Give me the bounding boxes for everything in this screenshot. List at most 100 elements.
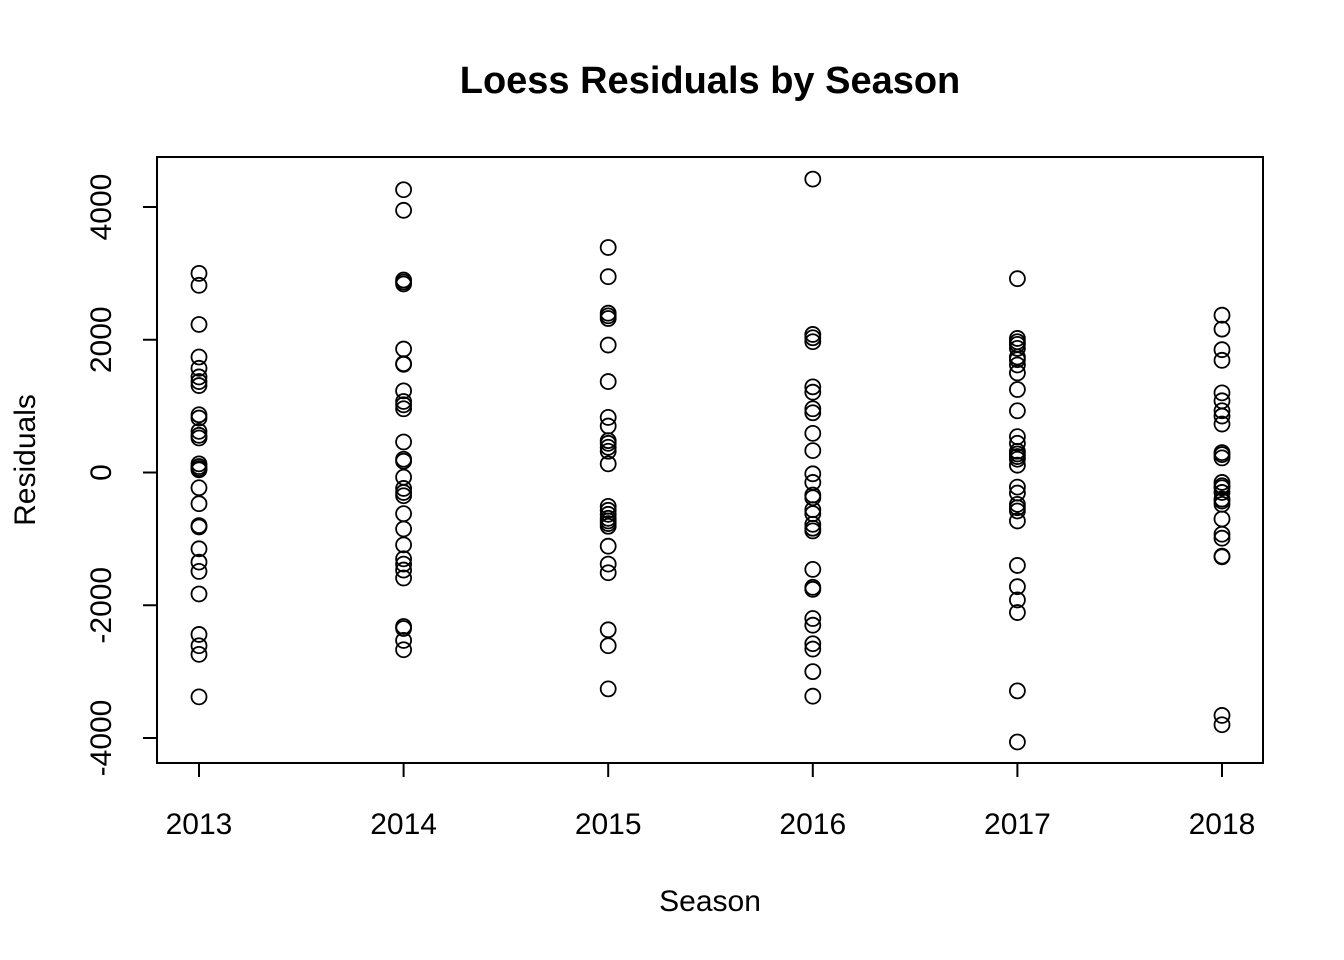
data-point xyxy=(190,553,208,571)
data-point xyxy=(599,268,617,286)
data-point xyxy=(599,517,617,535)
data-point xyxy=(804,663,822,681)
data-point xyxy=(395,505,413,523)
data-point xyxy=(804,465,822,483)
data-point xyxy=(395,480,413,497)
data-point xyxy=(804,640,822,658)
data-point xyxy=(395,641,413,659)
data-point xyxy=(190,377,208,394)
data-point xyxy=(1213,716,1231,734)
plot-frame xyxy=(156,156,1264,764)
x-tick-label: 2015 xyxy=(575,808,642,841)
data-point xyxy=(804,489,822,507)
data-point xyxy=(395,396,413,414)
data-point xyxy=(804,378,822,396)
y-tick-label: 0 xyxy=(85,464,118,481)
data-point xyxy=(1009,682,1026,700)
data-point xyxy=(804,610,822,627)
data-point xyxy=(1213,341,1231,359)
data-point xyxy=(1009,364,1026,382)
data-point xyxy=(190,264,208,282)
data-point xyxy=(190,409,208,427)
data-point xyxy=(190,348,208,366)
data-point xyxy=(190,316,208,333)
data-point xyxy=(804,635,822,653)
data-point xyxy=(395,355,413,373)
data-point xyxy=(1213,407,1231,425)
data-point xyxy=(804,522,822,540)
data-point xyxy=(1213,510,1231,528)
data-point xyxy=(599,373,617,390)
x-axis: 2013 2014 2015 2016 2017 2018 xyxy=(166,762,1256,841)
data-point xyxy=(599,239,617,256)
data-point xyxy=(395,452,413,470)
data-point xyxy=(395,620,413,637)
data-point xyxy=(804,404,822,422)
data-point xyxy=(1009,456,1026,474)
data-point xyxy=(804,170,822,188)
data-point xyxy=(1213,484,1231,501)
data-point xyxy=(599,442,617,460)
data-point xyxy=(190,518,208,536)
data-point xyxy=(395,520,413,538)
data-point xyxy=(599,336,617,354)
data-point xyxy=(599,537,617,555)
x-tick-label: 2016 xyxy=(779,808,846,841)
data-point xyxy=(190,373,208,390)
data-point xyxy=(395,536,413,554)
data-point xyxy=(190,495,208,513)
data-point xyxy=(599,564,617,582)
x-tick-label: 2018 xyxy=(1189,808,1256,841)
data-point xyxy=(395,487,413,505)
data-point xyxy=(190,585,208,603)
data-point xyxy=(1009,434,1026,452)
data-point xyxy=(1213,415,1231,433)
data-point xyxy=(1009,339,1026,357)
data-point xyxy=(804,616,822,634)
data-point xyxy=(599,434,617,452)
data-point xyxy=(1009,604,1026,621)
data-point xyxy=(804,561,822,578)
data-point xyxy=(190,688,208,706)
data-point xyxy=(1213,479,1231,497)
data-point xyxy=(395,632,413,649)
x-tick-label: 2013 xyxy=(166,808,233,841)
y-tick-label: -2000 xyxy=(85,567,118,644)
y-axis-label: Residuals xyxy=(9,394,42,526)
data-point xyxy=(190,540,208,558)
data-point xyxy=(599,409,617,426)
data-point xyxy=(190,359,208,377)
data-point xyxy=(1213,351,1231,369)
data-point xyxy=(804,383,822,401)
data-point xyxy=(395,484,413,501)
x-axis-label: Season xyxy=(659,885,761,918)
data-point xyxy=(1009,402,1026,420)
data-point xyxy=(395,382,413,400)
x-tick-label: 2017 xyxy=(984,808,1051,841)
chart-title: Loess Residuals by Season xyxy=(460,60,961,102)
data-point xyxy=(804,442,822,459)
data-point xyxy=(599,680,617,698)
data-point xyxy=(804,580,822,598)
data-point xyxy=(190,645,208,663)
data-point xyxy=(599,455,617,473)
data-point xyxy=(1213,449,1231,467)
data-point xyxy=(190,422,208,440)
data-point xyxy=(395,275,413,293)
data-point xyxy=(190,479,208,497)
y-tick-label: 2000 xyxy=(85,306,118,373)
y-tick-label: -4000 xyxy=(85,700,118,777)
data-point xyxy=(395,340,413,358)
data-point xyxy=(1009,381,1026,398)
y-axis: -4000 -2000 0 2000 4000 xyxy=(85,174,158,777)
data-point xyxy=(1009,557,1026,574)
data-point xyxy=(190,368,208,386)
data-point xyxy=(1009,578,1026,596)
data-point xyxy=(599,501,617,519)
data-point xyxy=(1009,512,1026,530)
data-point xyxy=(395,555,413,573)
data-point xyxy=(1009,733,1026,751)
data-point xyxy=(1009,356,1026,374)
data-point xyxy=(599,621,617,639)
data-point xyxy=(1009,478,1026,496)
